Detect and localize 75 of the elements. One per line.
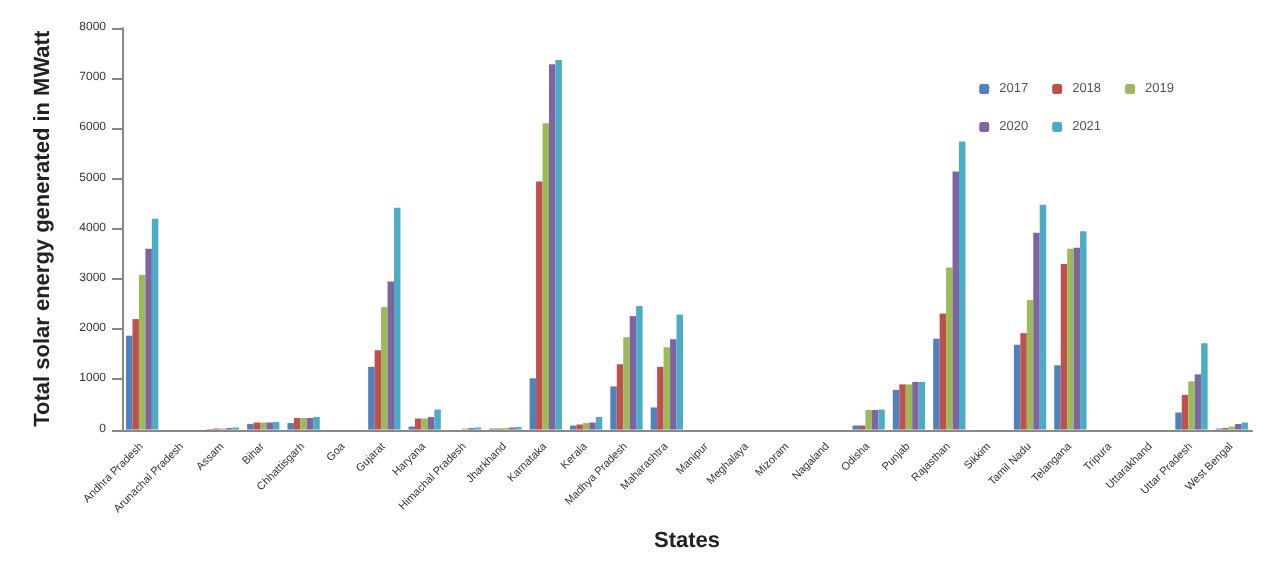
- bar: [892, 389, 900, 430]
- bar: [1175, 412, 1182, 430]
- bar: [1039, 204, 1047, 430]
- bar: [555, 60, 562, 430]
- bar: [582, 423, 590, 430]
- bar: [529, 378, 537, 430]
- bar: [650, 407, 658, 430]
- bar: [548, 64, 556, 430]
- bar: [1241, 422, 1248, 430]
- bar: [1013, 344, 1021, 430]
- bar: [542, 123, 549, 430]
- bar: [1067, 248, 1074, 430]
- bar: [126, 335, 133, 430]
- bar: [616, 364, 624, 430]
- bar: [300, 418, 307, 430]
- bar: [610, 386, 617, 430]
- bar: [946, 267, 953, 430]
- bar: [394, 207, 401, 430]
- bar: [899, 384, 906, 430]
- bar: [933, 338, 940, 430]
- bar: [381, 307, 388, 430]
- bar: [663, 347, 671, 430]
- bar: [1073, 247, 1081, 430]
- bar: [1181, 394, 1189, 430]
- x-axis-title: States: [653, 529, 721, 553]
- bar: [434, 409, 441, 430]
- bar: [1201, 343, 1208, 430]
- bar: [1020, 333, 1027, 430]
- bar: [676, 314, 683, 430]
- bar: [1188, 381, 1195, 430]
- bar: [306, 418, 314, 430]
- bar: [905, 384, 913, 430]
- bar: [636, 306, 643, 430]
- bar: [623, 337, 630, 430]
- bar: [952, 171, 960, 430]
- bar: [374, 350, 382, 430]
- bar: [595, 417, 603, 430]
- bar: [576, 424, 583, 430]
- bar: [1026, 300, 1034, 430]
- bar: [536, 181, 543, 430]
- bar: [871, 409, 879, 430]
- bar: [151, 218, 159, 430]
- bar: [287, 423, 294, 430]
- bar: [293, 418, 301, 430]
- bar: [253, 422, 261, 430]
- bar: [918, 381, 926, 430]
- bar: [247, 424, 254, 430]
- bar: [1060, 263, 1068, 430]
- bar: [260, 422, 267, 430]
- bar: [368, 366, 375, 430]
- bar: [629, 316, 637, 430]
- bar: [1080, 231, 1087, 430]
- bar: [387, 281, 395, 430]
- bar: [145, 248, 152, 430]
- bar: [959, 141, 966, 430]
- bar: [1033, 232, 1040, 430]
- y-axis-title: Total solar energy generated in MWatt: [31, 30, 55, 427]
- bar: [138, 274, 146, 430]
- bar: [272, 422, 280, 430]
- bar: [414, 418, 422, 430]
- bar: [670, 339, 677, 430]
- bar: [912, 381, 919, 430]
- bar: [878, 409, 885, 430]
- bar: [865, 409, 872, 430]
- bar: [1194, 374, 1202, 430]
- bar: [132, 319, 139, 430]
- bar: [313, 417, 320, 430]
- bar: [266, 422, 273, 430]
- bar: [421, 418, 428, 430]
- bar: [427, 417, 435, 430]
- bar: [657, 366, 664, 430]
- bar: [1054, 365, 1061, 430]
- bar: [1235, 424, 1242, 430]
- bar: [939, 313, 947, 430]
- bar: [589, 422, 596, 430]
